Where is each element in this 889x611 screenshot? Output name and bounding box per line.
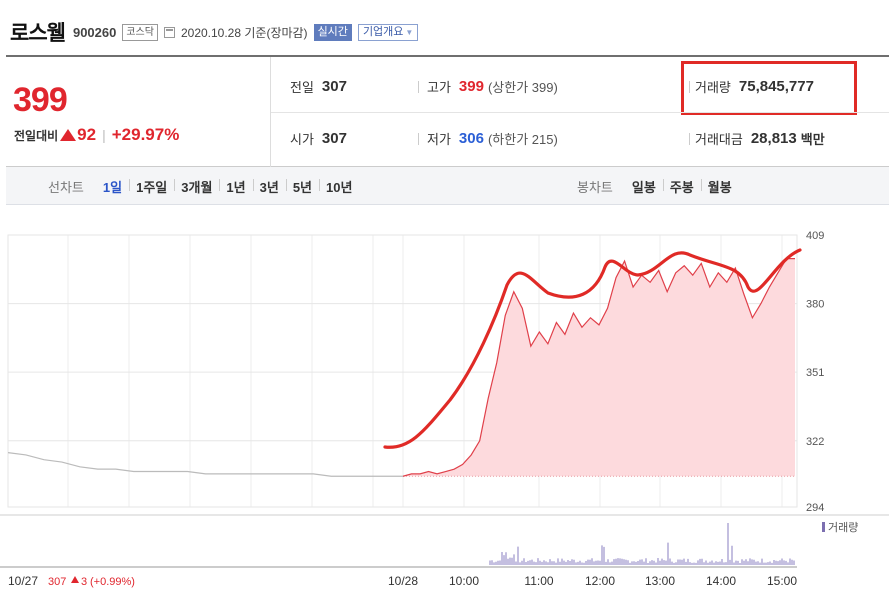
chevron-down-icon: ▼ bbox=[405, 27, 414, 37]
period-monthly-candle[interactable]: 월봉 bbox=[700, 177, 739, 196]
divider bbox=[418, 133, 419, 145]
current-price-box: 399 전일대비 92 | +29.97% bbox=[6, 57, 271, 167]
y-tick-label: 409 bbox=[806, 230, 824, 242]
annotation-curve bbox=[383, 248, 802, 449]
y-tick-label: 294 bbox=[806, 502, 824, 514]
change-line: 전일대비 92 | +29.97% bbox=[14, 125, 179, 145]
x-tick-label: 10/28 bbox=[388, 574, 418, 588]
prev-close-value: 307 bbox=[321, 78, 347, 95]
company-overview-label: 기업개요 bbox=[362, 25, 404, 38]
line-chart-periods: 선차트 1일 1주일 3개월 1년 3년 5년 10년 bbox=[48, 167, 359, 205]
prev-day-label: 10/27 bbox=[8, 574, 38, 588]
period-daily-candle[interactable]: 일봉 bbox=[631, 179, 656, 195]
base-date: 2020.10.28 기준(장마감) bbox=[180, 25, 308, 40]
candle-chart-periods: 봉차트 일봉 주봉 월봉 bbox=[577, 167, 739, 205]
upper-limit: (상한가 399) bbox=[487, 80, 558, 95]
divider bbox=[689, 133, 690, 145]
current-price: 399 bbox=[13, 81, 68, 119]
period-bar: 선차트 1일 1주일 3개월 1년 3년 5년 10년 봉차트 일봉 주봉 월봉 bbox=[6, 167, 889, 205]
today-line bbox=[402, 258, 795, 477]
volume-legend-label: 거래량 bbox=[828, 521, 858, 534]
up-arrow-icon bbox=[60, 129, 77, 141]
period-1d[interactable]: 1일 bbox=[102, 179, 123, 195]
x-tick-label: 14:00 bbox=[706, 574, 736, 588]
period-3y[interactable]: 3년 bbox=[252, 177, 286, 196]
high-value: 399 bbox=[458, 78, 484, 95]
amount-cell: 거래대금 28,813 백만 bbox=[695, 129, 825, 148]
realtime-button[interactable]: 실시간 bbox=[313, 23, 352, 41]
low-value: 306 bbox=[458, 130, 484, 147]
prev-close-label: 전일 bbox=[290, 80, 314, 95]
market-tag: 코스닥 bbox=[122, 23, 158, 41]
volume-bars: 거래량 bbox=[0, 514, 889, 565]
period-1w[interactable]: 1주일 bbox=[129, 177, 174, 196]
hand-drawn-annotation bbox=[383, 248, 802, 449]
row-divider bbox=[271, 112, 889, 113]
candle-chart-label: 봉차트 bbox=[577, 179, 613, 195]
stock-code: 900260 bbox=[72, 24, 117, 40]
title-bar: 로스웰 900260 코스닥 2020.10.28 기준(장마감) 실시간 기업… bbox=[10, 12, 419, 52]
x-tick-label: 10:00 bbox=[449, 574, 479, 588]
period-10y[interactable]: 10년 bbox=[319, 177, 359, 196]
prev-day-change: 3 bbox=[81, 576, 87, 588]
prev-day-series bbox=[7, 452, 403, 477]
volume-cell: 거래량 75,845,777 bbox=[695, 77, 814, 96]
prev-day-close: 307 bbox=[48, 576, 66, 588]
open-value: 307 bbox=[321, 130, 347, 147]
prev-close-cell: 전일 307 bbox=[290, 77, 347, 96]
high-cell: 고가 399 (상한가 399) bbox=[427, 77, 558, 96]
period-3m[interactable]: 3개월 bbox=[174, 177, 219, 196]
y-tick-label: 380 bbox=[806, 299, 824, 311]
volume-legend-swatch bbox=[822, 522, 825, 532]
low-cell: 저가 306 (하한가 215) bbox=[427, 129, 558, 148]
volume-value: 75,845,777 bbox=[738, 78, 814, 95]
up-arrow-icon bbox=[71, 576, 79, 583]
calendar-icon bbox=[163, 26, 175, 38]
x-tick-label: 11:00 bbox=[524, 574, 553, 588]
volume-label: 거래량 bbox=[695, 80, 731, 95]
low-label: 저가 bbox=[427, 132, 451, 147]
period-1y[interactable]: 1년 bbox=[219, 177, 252, 196]
divider: | bbox=[102, 127, 106, 143]
line-chart-label: 선차트 bbox=[48, 179, 84, 195]
today-series bbox=[402, 258, 795, 477]
quote-panel: 399 전일대비 92 | +29.97% 전일 307 고가 399 (상한가… bbox=[6, 55, 889, 167]
y-axis-ticks: 409 380 351 322 294 bbox=[806, 230, 824, 514]
y-tick-label: 322 bbox=[806, 436, 824, 448]
open-cell: 시가 307 bbox=[290, 129, 347, 148]
lower-limit: (하한가 215) bbox=[487, 132, 558, 147]
change-percent: +29.97% bbox=[111, 125, 180, 144]
change-label: 전일대비 bbox=[14, 128, 59, 143]
today-area bbox=[403, 258, 795, 477]
stock-name: 로스웰 bbox=[10, 22, 66, 45]
x-axis: 10/28 10:00 11:00 12:00 13:00 14:00 15:00 10/27… bbox=[0, 566, 797, 588]
period-5y[interactable]: 5년 bbox=[285, 177, 319, 196]
price-chart: 409 380 351 322 294 거래량 10/28 10:00 11:00 12:00… bbox=[0, 230, 889, 588]
divider bbox=[418, 81, 419, 93]
open-label: 시가 bbox=[290, 132, 314, 147]
period-weekly-candle[interactable]: 주봉 bbox=[662, 177, 701, 196]
high-label: 고가 bbox=[427, 80, 451, 95]
divider bbox=[689, 81, 690, 93]
x-tick-label: 13:00 bbox=[645, 574, 675, 588]
prev-day-line bbox=[7, 452, 403, 477]
y-tick-label: 351 bbox=[806, 367, 824, 379]
amount-label: 거래대금 bbox=[695, 132, 743, 147]
change-value: 92 bbox=[77, 125, 97, 144]
x-tick-label: 12:00 bbox=[585, 574, 615, 588]
company-overview-button[interactable]: 기업개요 ▼ bbox=[357, 23, 419, 41]
x-tick-label: 15:00 bbox=[767, 574, 797, 588]
prev-day-percent: (+0.99%) bbox=[90, 576, 135, 588]
amount-unit: 백만 bbox=[800, 132, 825, 147]
amount-value: 28,813 bbox=[750, 130, 797, 147]
volume-highlight-box bbox=[681, 61, 857, 115]
